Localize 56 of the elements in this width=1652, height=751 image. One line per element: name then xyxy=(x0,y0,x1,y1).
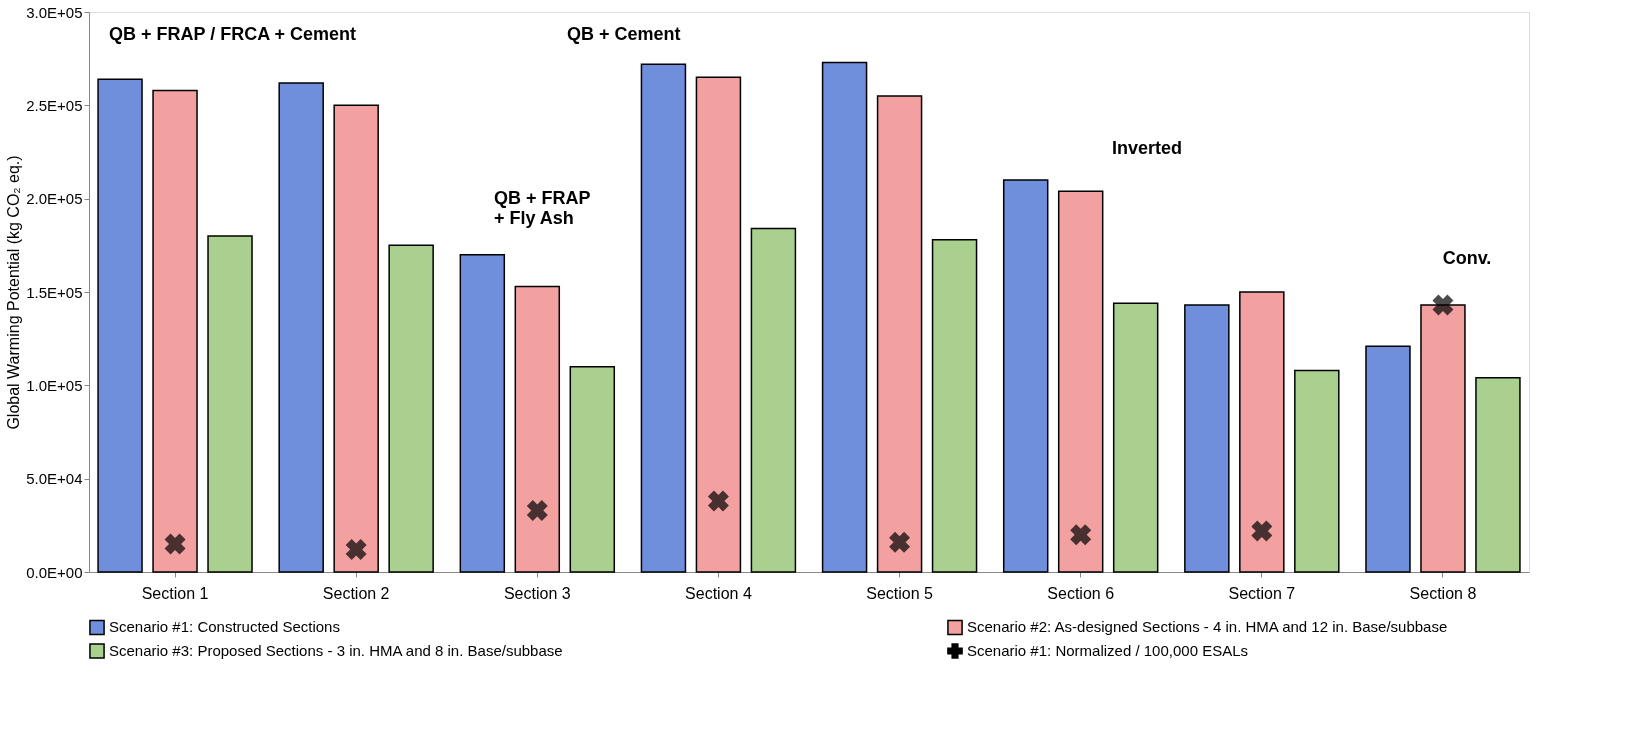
y-tick-label: 2.5E+05 xyxy=(26,96,83,114)
x-tick-label: Section 6 xyxy=(1047,584,1115,602)
bar xyxy=(514,285,561,573)
bar xyxy=(1057,190,1104,573)
bar xyxy=(695,76,742,573)
x-tick-label: Section 8 xyxy=(1409,584,1477,602)
x-tick-label: Section 7 xyxy=(1228,584,1296,602)
y-axis-title: Global Warming Potential (kg CO₂ eq.) xyxy=(5,155,23,430)
bar xyxy=(876,95,923,573)
x-tick-label: Section 1 xyxy=(141,584,209,602)
bar xyxy=(1475,377,1521,573)
bar xyxy=(152,89,198,573)
y-tick-label: 3.0E+05 xyxy=(26,3,83,21)
x-tick-label: Section 4 xyxy=(685,584,752,602)
legend-label: Scenario #3: Proposed Sections - 3 in. HMA and 8 in. Base/subbase xyxy=(109,642,563,659)
bar xyxy=(333,104,379,573)
bar xyxy=(1294,369,1340,573)
legend-label: Scenario #1: Constructed Sections xyxy=(109,618,340,636)
bar xyxy=(1002,179,1049,573)
point xyxy=(1251,520,1273,542)
bar xyxy=(1112,302,1159,573)
annotation: QB + FRAP + Fly Ash xyxy=(494,188,591,228)
point xyxy=(345,539,367,561)
x-tick-label: Section 3 xyxy=(503,584,571,602)
bar xyxy=(821,61,868,573)
point xyxy=(526,499,548,521)
bar xyxy=(459,253,506,573)
bar xyxy=(388,244,434,573)
bar xyxy=(278,82,324,573)
y-tick-label: 1.0E+05 xyxy=(26,376,83,394)
bar xyxy=(931,238,978,573)
bar xyxy=(207,235,253,573)
legend-label: Scenario #1: Normalized / 100,000 ESALs xyxy=(967,642,1248,659)
bar xyxy=(1365,345,1411,573)
annotation: QB + Cement xyxy=(567,24,681,44)
y-tick-label: 5.0E+04 xyxy=(26,470,83,488)
bar xyxy=(750,227,797,573)
y-tick-label: 1.5E+05 xyxy=(26,283,83,301)
point xyxy=(1070,524,1092,546)
annotation: Inverted xyxy=(1111,138,1183,158)
x-tick-label: Section 5 xyxy=(866,584,934,602)
bar xyxy=(1184,304,1230,573)
bar xyxy=(97,78,143,573)
point xyxy=(707,490,729,512)
legend-label: Scenario #2: As-designed Sections - 4 in. HMA and 12 in. Base/subbase xyxy=(967,618,1448,636)
point xyxy=(1432,294,1454,316)
bar xyxy=(569,365,616,573)
x-tick-label: Section 2 xyxy=(322,584,390,602)
y-tick-label: 0.0E+00 xyxy=(26,563,83,581)
annotation: Conv. xyxy=(1442,248,1492,268)
y-tick-label: 2.0E+05 xyxy=(26,190,83,208)
bar xyxy=(1239,291,1285,573)
bar xyxy=(640,63,687,573)
point xyxy=(164,533,186,555)
annotation: QB + FRAP / FRCA + Cement xyxy=(109,24,357,44)
point xyxy=(889,531,911,553)
